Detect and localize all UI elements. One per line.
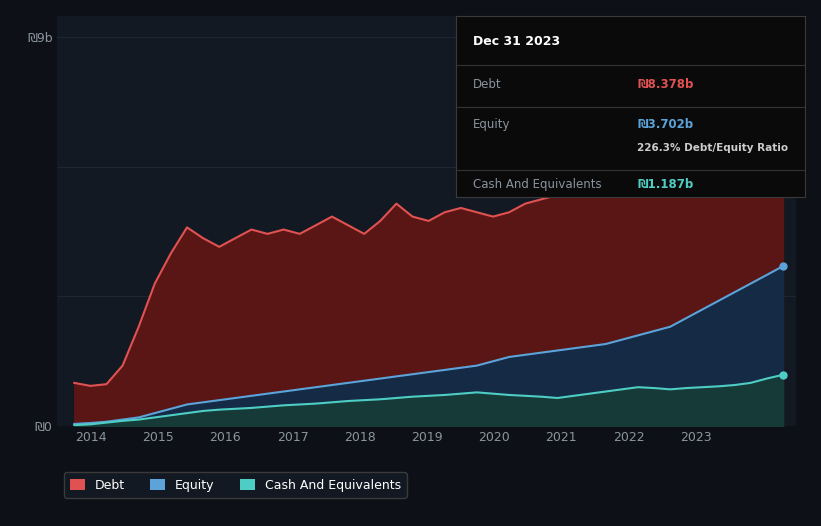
Text: Dec 31 2023: Dec 31 2023 (473, 35, 560, 48)
Text: Debt: Debt (473, 78, 502, 91)
Text: ₪1.187b: ₪1.187b (637, 178, 694, 191)
Legend: Debt, Equity, Cash And Equivalents: Debt, Equity, Cash And Equivalents (64, 472, 407, 498)
Text: 226.3% Debt/Equity Ratio: 226.3% Debt/Equity Ratio (637, 143, 788, 153)
Text: ₪3.702b: ₪3.702b (637, 118, 693, 131)
Text: ₪8.378b: ₪8.378b (637, 78, 694, 91)
Text: Equity: Equity (473, 118, 511, 131)
Text: Cash And Equivalents: Cash And Equivalents (473, 178, 602, 191)
